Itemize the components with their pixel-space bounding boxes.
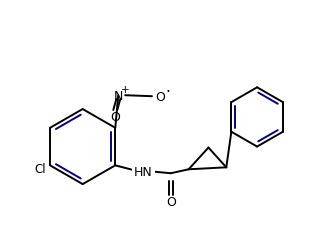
Text: +: + bbox=[121, 85, 129, 95]
Text: N: N bbox=[114, 89, 123, 102]
Text: HN: HN bbox=[134, 165, 152, 178]
Text: O: O bbox=[166, 196, 176, 208]
Text: O: O bbox=[110, 111, 120, 124]
Text: Cl: Cl bbox=[35, 162, 46, 175]
Text: ·: · bbox=[165, 84, 170, 99]
Text: O: O bbox=[155, 90, 165, 103]
